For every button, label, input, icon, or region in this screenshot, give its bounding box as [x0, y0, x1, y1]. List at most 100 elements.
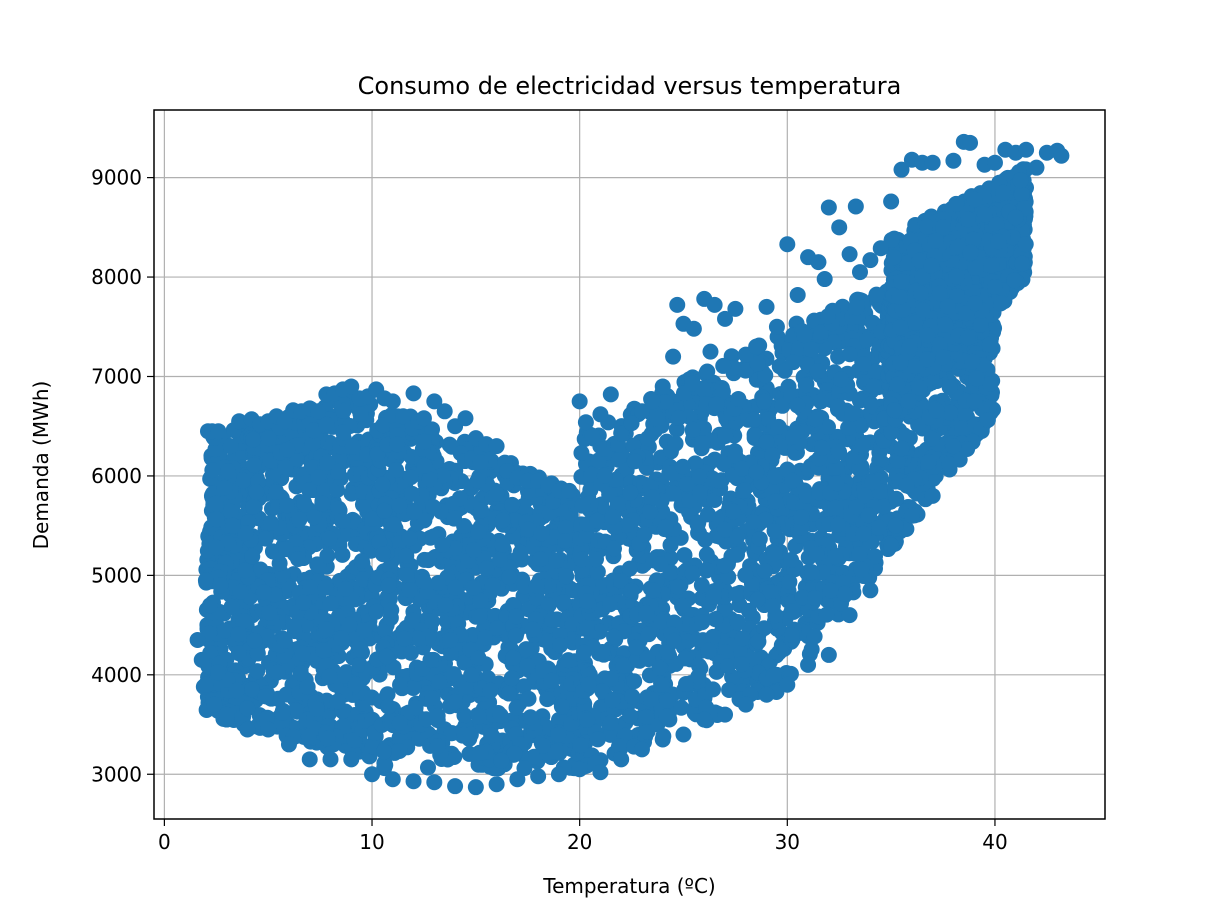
data-point — [420, 552, 437, 569]
data-point — [341, 616, 358, 633]
y-tick-label: 8000 — [91, 265, 142, 289]
data-point — [923, 257, 940, 274]
data-point — [557, 533, 574, 550]
data-point — [235, 613, 252, 630]
data-point — [398, 567, 415, 584]
data-point — [424, 421, 441, 438]
data-point — [391, 714, 408, 731]
data-point — [626, 453, 643, 470]
data-point — [768, 318, 785, 335]
data-point — [522, 709, 539, 726]
data-point — [871, 452, 888, 469]
data-point — [820, 646, 837, 663]
data-point — [374, 476, 391, 493]
data-point — [301, 751, 318, 768]
data-point — [828, 475, 845, 492]
data-point — [675, 726, 692, 743]
data-point — [678, 675, 695, 692]
data-point — [301, 482, 318, 499]
data-point — [604, 692, 621, 709]
data-point — [966, 295, 983, 312]
data-point — [504, 496, 521, 513]
data-point — [509, 771, 526, 788]
data-point — [584, 428, 601, 445]
x-tick-label: 10 — [359, 830, 384, 854]
data-point — [803, 341, 820, 358]
data-point — [442, 645, 459, 662]
data-point — [507, 627, 524, 644]
data-point — [434, 536, 451, 553]
data-point — [592, 406, 609, 423]
data-point — [376, 502, 393, 519]
data-point — [280, 736, 297, 753]
data-point — [419, 759, 436, 776]
data-point — [278, 686, 295, 703]
data-point — [310, 469, 327, 486]
data-point — [853, 561, 870, 578]
data-point — [364, 510, 381, 527]
data-point — [919, 327, 936, 344]
data-point — [425, 498, 442, 515]
data-point — [785, 354, 802, 371]
data-point — [892, 354, 909, 371]
data-point — [793, 509, 810, 526]
data-point — [862, 582, 879, 599]
data-point — [462, 726, 479, 743]
y-tick-label: 4000 — [91, 663, 142, 687]
data-point — [294, 645, 311, 662]
data-point — [423, 613, 440, 630]
data-point — [469, 472, 486, 489]
data-point — [457, 410, 474, 427]
data-point — [737, 696, 754, 713]
data-point — [550, 726, 567, 743]
data-point — [789, 397, 806, 414]
data-point — [257, 688, 274, 705]
data-point — [216, 622, 233, 639]
data-point — [552, 637, 569, 654]
data-point — [501, 569, 518, 586]
data-point — [818, 606, 835, 623]
data-point — [706, 296, 723, 313]
data-point — [670, 579, 687, 596]
data-point — [488, 485, 505, 502]
data-point — [758, 686, 775, 703]
data-point — [636, 526, 653, 543]
data-point — [274, 704, 291, 721]
data-point — [685, 320, 702, 337]
data-point — [652, 556, 669, 573]
data-point — [900, 393, 917, 410]
data-point — [654, 378, 671, 395]
data-point — [483, 727, 500, 744]
data-point — [392, 676, 409, 693]
data-point — [456, 654, 473, 671]
data-point — [864, 474, 881, 491]
data-point — [669, 296, 686, 313]
data-point — [402, 644, 419, 661]
data-point — [891, 289, 908, 306]
data-point — [666, 632, 683, 649]
data-point — [401, 530, 418, 547]
data-point — [966, 191, 983, 208]
data-point — [781, 573, 798, 590]
data-point — [300, 728, 317, 745]
data-point — [983, 257, 1000, 274]
data-point — [437, 597, 454, 614]
data-point — [945, 438, 962, 455]
data-point — [942, 404, 959, 421]
data-point — [604, 508, 621, 525]
data-point — [375, 743, 392, 760]
data-point — [1006, 272, 1023, 289]
data-point — [482, 682, 499, 699]
data-point — [602, 386, 619, 403]
data-point — [246, 632, 263, 649]
data-point — [558, 568, 575, 585]
data-point — [528, 577, 545, 594]
data-point — [472, 453, 489, 470]
data-point — [388, 461, 405, 478]
data-point — [518, 641, 535, 658]
data-point — [827, 548, 844, 565]
data-point — [202, 597, 219, 614]
data-point — [526, 748, 543, 765]
data-point — [684, 565, 701, 582]
data-point — [827, 499, 844, 516]
